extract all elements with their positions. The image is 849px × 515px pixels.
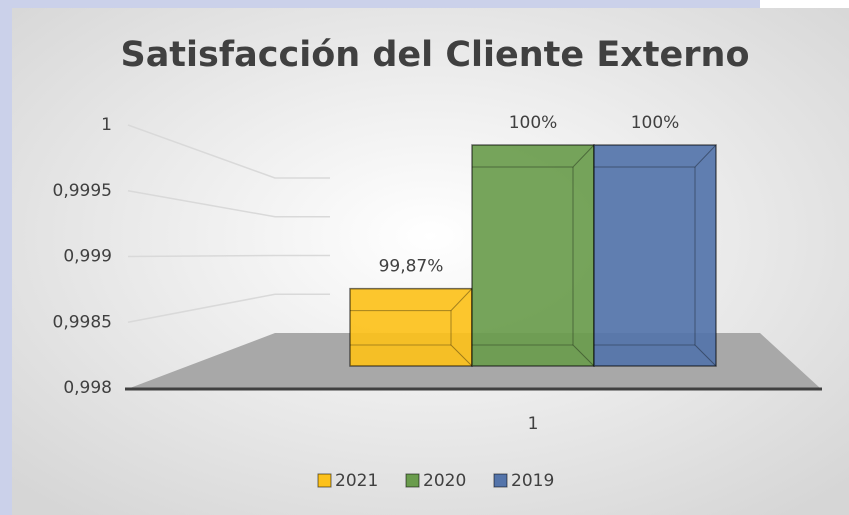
bar-edge	[594, 144, 717, 168]
legend-label: 2020	[423, 471, 466, 491]
bar-edge	[472, 144, 595, 168]
corner	[760, 0, 849, 10]
chart-title: Satisfacción del Cliente Externo	[120, 35, 749, 75]
y-tick-label: 0,9995	[53, 181, 112, 201]
value-label: 100%	[509, 113, 558, 133]
y-tick-label: 0,999	[63, 247, 112, 267]
value-label: 100%	[631, 113, 680, 133]
value-label: 99,87%	[379, 257, 444, 277]
grid-line	[127, 190, 330, 218]
legend-label: 2021	[335, 471, 378, 491]
y-tick-label: 0,998	[63, 378, 112, 398]
grid-line	[127, 293, 330, 323]
bar-edge	[572, 167, 595, 367]
bar-edge	[350, 288, 473, 312]
grid-line	[127, 254, 330, 258]
legend-swatch	[493, 473, 508, 488]
bar	[593, 144, 717, 367]
legend-swatch	[317, 473, 332, 488]
bar	[349, 287, 473, 367]
grid-line	[127, 124, 330, 179]
legend-label: 2019	[511, 471, 554, 491]
legend-swatch	[405, 473, 420, 488]
y-tick-label: 1	[101, 115, 112, 135]
x-tick-label: 1	[528, 414, 539, 434]
bar	[471, 144, 595, 367]
bar-edge	[450, 310, 473, 367]
y-tick-label: 0,9985	[53, 312, 112, 332]
bar-edge	[694, 167, 717, 367]
